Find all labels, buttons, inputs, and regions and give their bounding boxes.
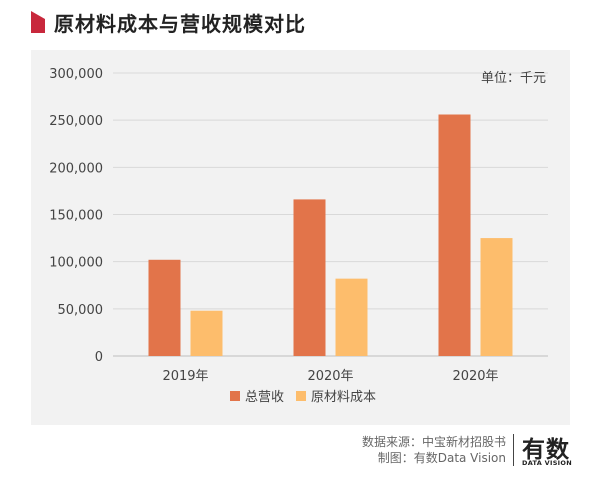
logo-divider xyxy=(513,434,514,466)
x-tick-label: 2020年 xyxy=(307,369,353,384)
bar-revenue xyxy=(293,199,326,356)
y-tick-label: 100,000 xyxy=(49,256,103,271)
bar-revenue xyxy=(148,259,181,356)
bar-material-cost xyxy=(190,310,223,356)
y-tick-label: 50,000 xyxy=(58,303,104,318)
chart-title: 原材料成本与营收规模对比 xyxy=(54,12,306,36)
gridlines xyxy=(113,72,548,357)
y-axis-ticks: 0 50,000 100,000 150,000 200,000 250,000 300,0… xyxy=(49,67,103,365)
legend-swatch xyxy=(230,391,240,401)
source-note: 数据来源：中宝新材招股书 xyxy=(361,435,506,449)
logo-subtext: DATA VISION xyxy=(522,459,572,467)
x-tick-label: 2019年 xyxy=(162,369,208,384)
y-tick-label: 150,000 xyxy=(49,209,103,224)
footer: 数据来源：中宝新材招股书 制图：有数Data Vision xyxy=(362,434,506,466)
chart-panel: 0 50,000 100,000 150,000 200,000 250,000 300,0… xyxy=(31,50,570,425)
bar-material-cost xyxy=(480,238,513,356)
legend-label: 原材料成本 xyxy=(311,390,376,405)
unit-label: 单位：千元 xyxy=(481,71,546,86)
x-axis-ticks: 2019年 2020年 2020年 xyxy=(162,369,498,384)
y-tick-label: 200,000 xyxy=(49,161,103,176)
legend: 总营收 原材料成本 xyxy=(230,390,376,405)
y-tick-label: 0 xyxy=(95,350,103,365)
legend-label: 总营收 xyxy=(245,390,284,405)
bar-revenue xyxy=(438,114,471,356)
y-tick-label: 250,000 xyxy=(49,114,103,129)
bar-material-cost xyxy=(335,278,368,356)
title-accent-mark xyxy=(31,11,45,33)
maker-note: 制图：有数Data Vision xyxy=(377,451,506,465)
bars xyxy=(148,114,513,356)
bar-chart: 0 50,000 100,000 150,000 200,000 250,000 300,0… xyxy=(49,67,548,405)
x-tick-label: 2020年 xyxy=(452,369,498,384)
legend-swatch xyxy=(296,391,306,401)
logo-text: 有数 xyxy=(522,437,570,463)
y-tick-label: 300,000 xyxy=(49,67,103,82)
